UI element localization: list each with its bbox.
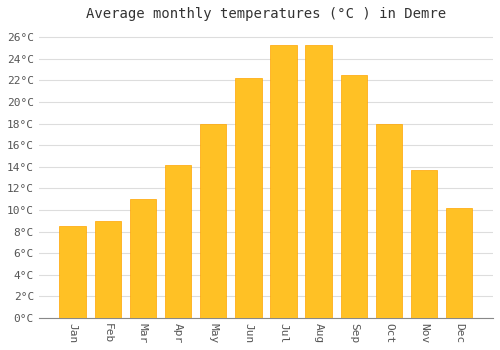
Bar [446,208,472,318]
Bar [340,75,367,318]
Bar [270,45,296,318]
Bar [306,45,332,318]
Title: Average monthly temperatures (°C ) in Demre: Average monthly temperatures (°C ) in De… [86,7,446,21]
Bar [165,164,191,318]
Bar [235,78,262,318]
Bar [411,170,438,318]
Bar [94,221,121,318]
Bar [130,199,156,318]
Bar [200,124,226,318]
Bar [60,226,86,318]
Bar [376,124,402,318]
